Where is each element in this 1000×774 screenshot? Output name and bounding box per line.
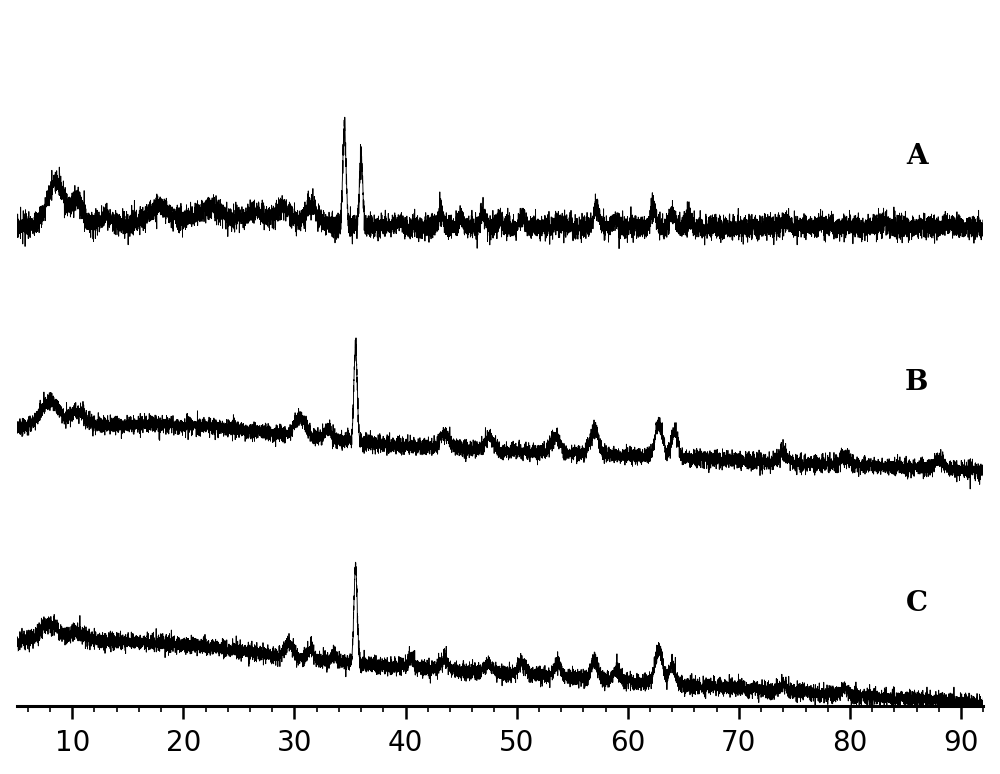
- Text: A: A: [906, 142, 927, 170]
- Text: C: C: [906, 591, 928, 618]
- Text: B: B: [905, 368, 928, 396]
